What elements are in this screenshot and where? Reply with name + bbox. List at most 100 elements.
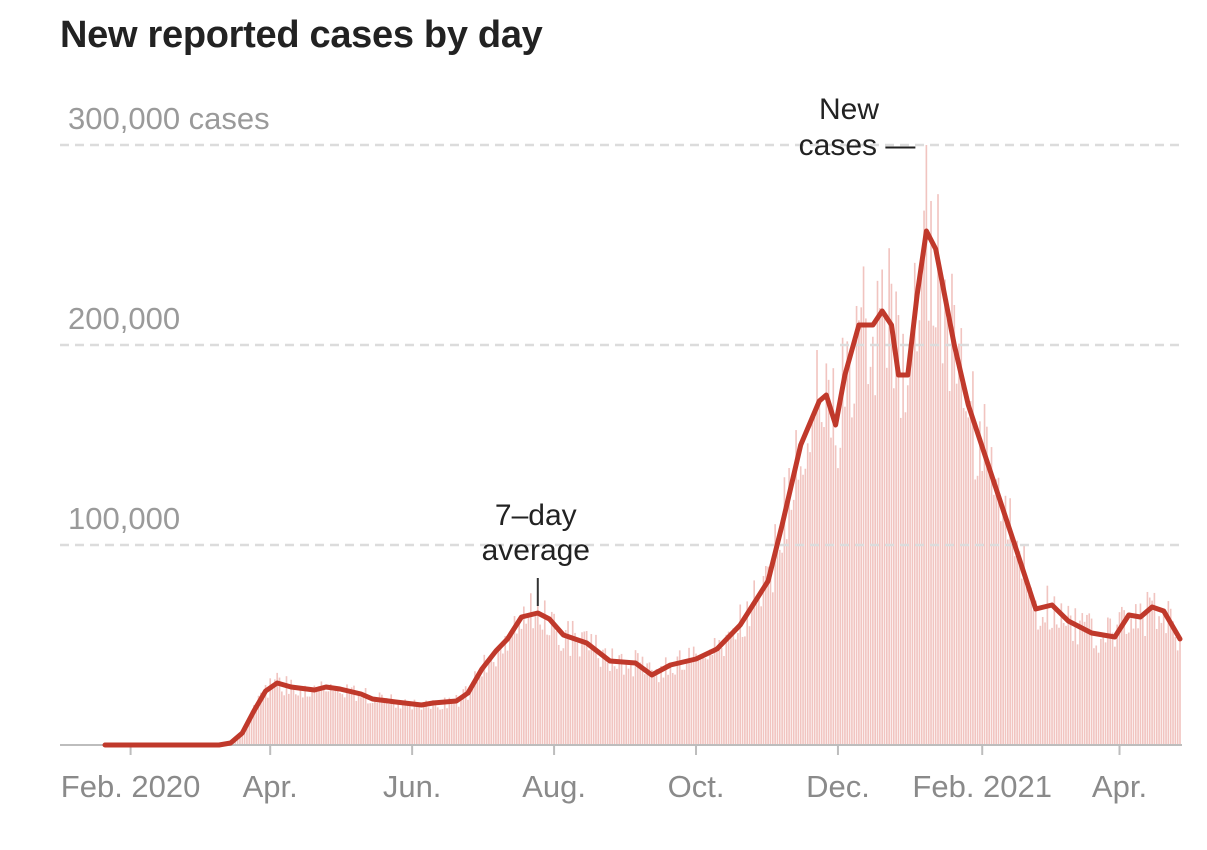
daily-case-bar <box>734 639 737 745</box>
daily-case-bar <box>869 366 872 745</box>
daily-case-bar <box>609 670 611 745</box>
daily-case-bar <box>902 333 904 745</box>
daily-case-bar <box>762 576 765 745</box>
daily-case-bar <box>623 674 625 745</box>
daily-case-bar <box>355 700 358 745</box>
daily-case-bar <box>1107 617 1109 745</box>
daily-case-bar <box>771 592 774 745</box>
daily-case-bar <box>490 659 493 745</box>
daily-case-bar <box>455 694 458 745</box>
daily-case-bar <box>406 704 409 745</box>
daily-case-bar <box>497 650 500 745</box>
daily-case-bar <box>1165 633 1167 745</box>
daily-case-bar <box>560 650 562 745</box>
daily-case-bar <box>855 305 858 745</box>
y-tick-label: 300,000 cases <box>68 101 270 136</box>
daily-case-bar <box>1000 521 1002 745</box>
daily-case-bar <box>755 601 758 745</box>
daily-case-bar <box>1011 536 1014 745</box>
daily-case-bar <box>513 616 516 745</box>
daily-case-bar <box>830 437 832 745</box>
daily-case-bar <box>318 686 320 745</box>
daily-case-bar <box>790 509 793 745</box>
daily-case-bar <box>837 468 839 745</box>
daily-case-bar <box>818 400 821 745</box>
daily-case-bar <box>1083 621 1086 745</box>
daily-case-bar <box>504 635 507 745</box>
daily-case-bar <box>1081 613 1084 745</box>
daily-case-bar <box>267 697 269 745</box>
daily-case-bar <box>395 707 397 745</box>
daily-case-bar <box>695 653 697 745</box>
daily-case-bar <box>413 699 416 745</box>
daily-case-bar <box>599 666 602 745</box>
daily-case-bar <box>527 614 530 745</box>
daily-case-bar <box>927 320 930 745</box>
daily-case-bar <box>1121 606 1123 745</box>
daily-case-bar <box>336 689 339 745</box>
daily-case-bar <box>1100 638 1102 745</box>
daily-case-bar <box>1139 603 1142 745</box>
daily-case-bar <box>250 710 253 745</box>
daily-case-bar <box>690 659 693 745</box>
daily-case-bar <box>711 655 714 745</box>
daily-case-bar <box>811 417 814 745</box>
daily-case-bar <box>920 259 923 745</box>
daily-case-bar <box>1065 625 1067 745</box>
daily-case-bar <box>236 736 239 745</box>
daily-case-bar <box>883 315 886 745</box>
daily-case-bar <box>1137 628 1139 745</box>
daily-case-bar <box>657 682 660 745</box>
daily-case-bar <box>443 697 446 745</box>
daily-case-bar <box>360 697 362 745</box>
daily-case-bar <box>557 644 560 745</box>
daily-case-bar <box>509 634 511 745</box>
annotation-line: New <box>819 93 879 126</box>
daily-case-bar <box>699 659 702 745</box>
daily-case-bar <box>271 685 274 745</box>
daily-case-bar <box>718 640 721 745</box>
daily-case-bar <box>276 672 278 745</box>
daily-case-bar <box>627 668 630 745</box>
daily-case-bar <box>1172 621 1174 745</box>
daily-case-bar <box>427 707 430 745</box>
daily-case-bar <box>846 341 849 745</box>
daily-case-bar <box>1004 495 1007 745</box>
daily-case-bar <box>485 672 488 745</box>
x-tick-label: Apr. <box>1092 769 1147 804</box>
daily-case-bar <box>555 631 558 745</box>
daily-case-bar <box>518 622 520 745</box>
daily-case-bar <box>311 691 313 745</box>
daily-case-bar <box>362 696 365 745</box>
daily-case-bar <box>274 679 276 745</box>
daily-case-bar <box>264 685 267 745</box>
y-tick-label: 200,000 <box>68 301 180 336</box>
daily-case-bar <box>758 599 760 745</box>
daily-case-bar <box>625 663 628 745</box>
daily-case-bar <box>402 701 404 745</box>
y-tick-label: 100,000 <box>68 501 180 536</box>
daily-case-bar <box>257 695 260 745</box>
daily-case-bar <box>1111 632 1114 745</box>
daily-case-bar <box>688 647 690 745</box>
daily-case-bar <box>255 710 258 745</box>
daily-case-bar <box>660 665 662 745</box>
annotations: 7–day average New cases — <box>482 93 915 606</box>
daily-case-bar <box>346 684 348 745</box>
daily-case-bar <box>923 210 925 746</box>
daily-case-bar <box>676 656 679 745</box>
daily-case-bar <box>1076 644 1079 745</box>
daily-case-bar <box>253 705 255 745</box>
daily-case-bar <box>564 630 567 745</box>
x-tick-label: Feb. 2021 <box>912 769 1052 804</box>
daily-case-bar <box>567 621 569 745</box>
daily-case-bar <box>969 400 972 745</box>
daily-case-bar <box>704 658 707 745</box>
daily-case-bar <box>839 447 842 745</box>
daily-case-bar <box>1018 551 1021 745</box>
daily-case-bar <box>1090 618 1093 745</box>
daily-case-bar <box>602 649 604 745</box>
x-tick-label: Oct. <box>668 769 725 804</box>
daily-case-bar <box>851 417 853 745</box>
daily-case-bar <box>488 660 490 745</box>
